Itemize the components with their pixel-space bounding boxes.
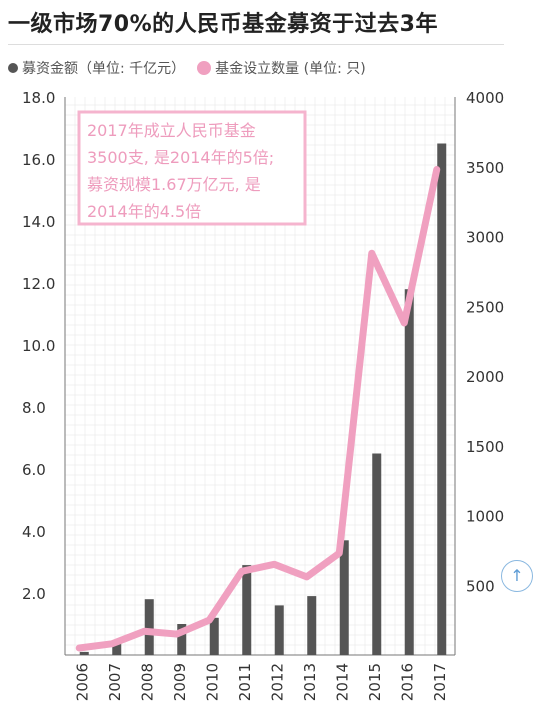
legend-item-bars: 募资金额（单位: 千亿元） <box>8 58 185 78</box>
annotation-line: 2017年成立人民币基金 <box>87 121 256 140</box>
left-tick-label: 12.0 <box>22 275 55 293</box>
annotation-line: 3500支, 是2014年的5倍; <box>87 148 274 167</box>
legend-label-bars: 募资金额（单位: 千亿元） <box>22 61 186 77</box>
x-tick-label: 2011 <box>236 663 254 701</box>
chart-title: 一级市场70%的人民币基金募资于过去3年 <box>8 12 438 37</box>
bar <box>209 617 219 655</box>
bar <box>177 624 187 655</box>
left-tick-label: 6.0 <box>22 461 46 479</box>
legend-swatch-bars <box>8 63 18 73</box>
left-tick-label: 2.0 <box>22 585 46 603</box>
bar <box>437 143 447 655</box>
left-tick-label: 18.0 <box>22 89 55 107</box>
right-tick-label: 3000 <box>466 229 504 247</box>
legend-item-line: 基金设立数量 (单位: 只) <box>197 58 366 78</box>
bar <box>112 642 122 655</box>
x-tick-label: 2013 <box>301 663 319 701</box>
scroll-to-top-button[interactable]: ↑ <box>501 560 533 592</box>
left-tick-label: 10.0 <box>22 337 55 355</box>
x-tick-label: 2014 <box>333 663 351 701</box>
x-tick-label: 2017 <box>431 663 449 701</box>
annotation-line: 2014年的4.5倍 <box>87 202 201 221</box>
x-tick-label: 2007 <box>106 663 124 701</box>
annotation-box <box>77 110 307 226</box>
right-tick-label: 2500 <box>466 298 504 316</box>
x-tick-label: 2015 <box>366 663 384 701</box>
right-tick-label: 1500 <box>466 438 504 456</box>
bar <box>339 540 349 655</box>
bar <box>242 565 252 655</box>
title-divider <box>8 44 504 45</box>
x-tick-label: 2010 <box>203 663 221 701</box>
x-tick-label: 2008 <box>138 663 156 701</box>
right-tick-label: 4000 <box>466 89 504 107</box>
line-series-count <box>75 166 441 652</box>
bar <box>144 599 154 655</box>
left-tick-label: 4.0 <box>22 523 46 541</box>
x-tick-label: 2012 <box>268 663 286 701</box>
right-tick-label: 3500 <box>466 159 504 177</box>
right-tick-label: 1000 <box>466 508 504 526</box>
legend: 募资金额（单位: 千亿元） 基金设立数量 (单位: 只) <box>8 58 378 78</box>
left-tick-label: 14.0 <box>22 213 55 231</box>
bar <box>79 651 89 655</box>
arrow-up-icon: ↑ <box>510 566 524 585</box>
x-tick-label: 2009 <box>171 663 189 701</box>
legend-swatch-line <box>197 61 212 75</box>
bar <box>372 453 382 655</box>
left-tick-label: 8.0 <box>22 399 46 417</box>
bar <box>307 596 317 655</box>
legend-label-line: 基金设立数量 (单位: 只) <box>215 61 366 77</box>
left-tick-label: 16.0 <box>22 151 55 169</box>
bar <box>404 289 414 655</box>
right-tick-label: 500 <box>466 577 495 595</box>
right-tick-label: 2000 <box>466 368 504 386</box>
x-tick-label: 2016 <box>398 663 416 701</box>
bar <box>274 605 284 655</box>
x-tick-label: 2006 <box>73 663 91 701</box>
annotation-line: 募资规模1.67万亿元, 是 <box>87 175 261 194</box>
